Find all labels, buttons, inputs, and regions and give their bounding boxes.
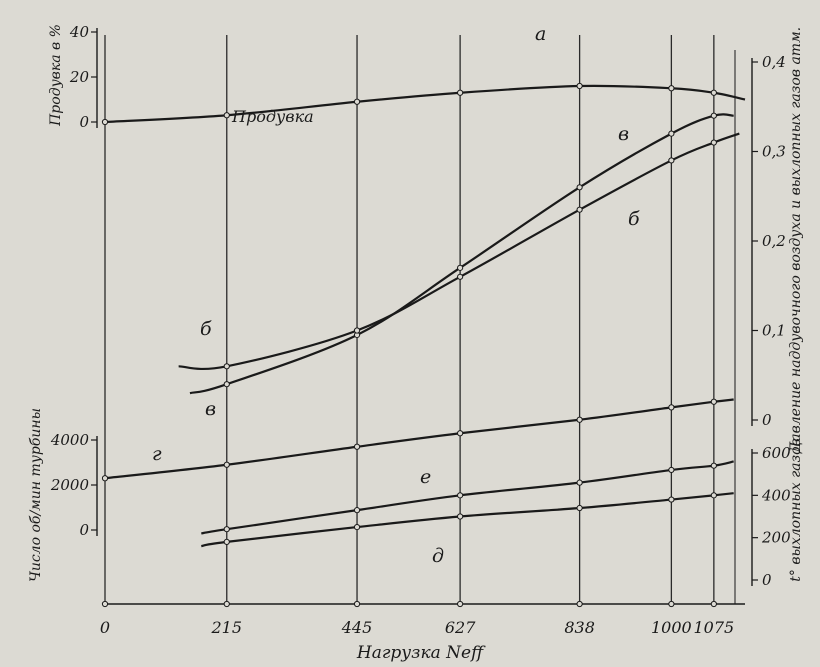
series-annotation: Продувка	[231, 107, 314, 126]
data-point	[457, 430, 464, 437]
grid	[104, 35, 736, 604]
y-tick-label-scavenging: 40	[69, 23, 90, 41]
baseline-marker	[223, 600, 230, 608]
data-point	[576, 82, 583, 90]
series-label: в	[618, 123, 629, 145]
data-point	[457, 273, 464, 280]
data-point	[353, 507, 361, 514]
data-point	[353, 443, 361, 450]
series-line-5	[201, 492, 734, 548]
data-point	[576, 416, 583, 423]
x-tick-label: 1000	[651, 618, 692, 637]
y-tick-label-pressure: 0	[762, 411, 772, 429]
data-point	[223, 112, 230, 119]
axes	[91, 28, 758, 608]
baseline-marker	[457, 600, 464, 608]
baseline-marker	[576, 600, 583, 608]
data-point	[576, 504, 583, 512]
data-points	[101, 82, 717, 546]
y-tick-label-exhaust_temp: 0	[762, 571, 772, 589]
x-tick-label: 445	[341, 618, 373, 637]
data-point	[576, 184, 583, 191]
y-axis-title-pressure: Давление наддувочного воздуха и выхлопны…	[788, 27, 804, 454]
data-point	[101, 118, 109, 126]
y-tick-label-exhaust_temp: 600	[762, 444, 791, 462]
y-tick-label-pressure: 0,4	[762, 53, 786, 71]
data-point	[353, 523, 361, 531]
series-label: б	[200, 318, 212, 340]
data-point	[353, 327, 361, 334]
baseline-marker	[353, 600, 361, 608]
data-point	[223, 526, 230, 533]
y-axis-title-turbine-speed: Число об/мин турбины	[28, 408, 44, 582]
data-point	[710, 398, 717, 405]
x-tick-label: 627	[445, 618, 476, 637]
data-point	[710, 492, 717, 499]
series-line-4	[201, 460, 734, 535]
baseline-marker	[710, 600, 717, 608]
x-axis-title: Нагрузка Neff	[356, 643, 486, 663]
data-point	[223, 538, 230, 546]
y-tick-label-pressure: 0,3	[762, 143, 786, 161]
y-axis-title-exhaust-temp: t° выхлопных газов	[788, 438, 804, 582]
x-tick-label: 838	[564, 618, 595, 637]
data-point	[223, 461, 230, 468]
data-point	[223, 381, 230, 388]
data-point	[668, 157, 675, 164]
data-point	[710, 89, 717, 96]
data-point	[668, 496, 675, 503]
data-point	[710, 139, 717, 146]
y-tick-label-scavenging: 0	[79, 113, 89, 131]
x-tick-label: 0	[100, 618, 110, 637]
y-tick-label-pressure: 0,2	[762, 232, 786, 250]
data-point	[457, 513, 464, 520]
y-tick-label-pressure: 0,1	[762, 322, 786, 340]
baseline-marker	[101, 600, 109, 608]
y-axis-title-scavenging: Продувка в %	[48, 24, 64, 127]
baseline-marker	[668, 600, 675, 608]
series-labels: а Продувка в в б б г е д	[152, 23, 640, 567]
series-label: а	[535, 23, 546, 45]
data-point	[668, 466, 675, 474]
y-tick-label-exhaust_temp: 200	[761, 529, 791, 547]
series-line-2	[178, 132, 740, 371]
data-point	[457, 89, 464, 96]
x-tick-label: 215	[210, 618, 242, 637]
data-point	[576, 206, 583, 213]
data-point	[353, 98, 361, 105]
data-point	[668, 130, 675, 137]
data-point	[710, 462, 717, 469]
x-tick-label: 1075	[693, 618, 734, 637]
data-point	[668, 404, 675, 411]
y-tick-label-turbine_speed: 2000	[50, 476, 90, 494]
y-tick-label-scavenging: 20	[69, 68, 90, 86]
series-label: г	[152, 443, 162, 465]
data-point	[457, 264, 464, 271]
series-label: в	[205, 398, 216, 420]
data-point	[710, 112, 717, 119]
y-tick-label-exhaust_temp: 400	[761, 486, 791, 504]
data-point	[576, 479, 583, 486]
series-label: б	[628, 208, 640, 230]
y-tick-label-turbine_speed: 4000	[50, 431, 90, 449]
series-label: д	[432, 545, 444, 567]
series-line-0	[104, 84, 746, 124]
series-label: е	[420, 466, 431, 488]
y-tick-label-turbine_speed: 0	[79, 521, 89, 539]
data-point	[457, 492, 464, 499]
data-point	[668, 85, 675, 92]
data-point	[223, 363, 230, 370]
series-line-1	[189, 113, 734, 395]
data-point	[101, 475, 109, 482]
